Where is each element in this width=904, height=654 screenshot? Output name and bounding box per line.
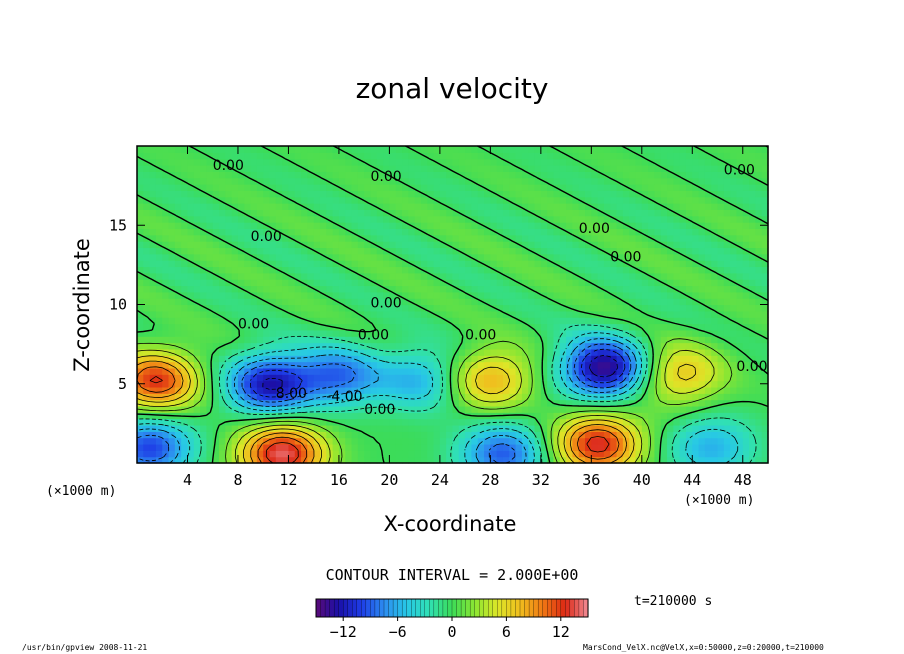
footer-left: /usr/bin/gpview 2008-11-21 bbox=[22, 643, 148, 652]
colorbar-tick-label: 6 bbox=[502, 623, 511, 641]
time-label: t=210000 s bbox=[634, 594, 713, 609]
contour-line bbox=[136, 343, 632, 464]
contour-label: 8.00 bbox=[276, 386, 307, 402]
colorbar bbox=[315, 598, 589, 618]
contour-line bbox=[136, 324, 757, 464]
contour-label: 0.00 bbox=[371, 169, 402, 185]
contour-label: 0.00 bbox=[610, 250, 641, 266]
contour-line bbox=[136, 360, 628, 464]
contour-label: 0.00 bbox=[724, 163, 755, 179]
contour-label: -4.00 bbox=[326, 389, 362, 405]
y-tick-label: 5 bbox=[118, 375, 127, 393]
x-unit-label-left: (×1000 m) bbox=[46, 484, 117, 499]
x-tick-label: 32 bbox=[532, 471, 550, 489]
contour-label: 0.00 bbox=[238, 316, 269, 332]
contour-line bbox=[149, 376, 610, 464]
x-tick-label: 24 bbox=[431, 471, 449, 489]
x-tick-label: 16 bbox=[330, 471, 348, 489]
contour-line bbox=[136, 349, 715, 464]
footer-right: MarsCond_VelX.nc@VelX,x=0:50000,z=0:2000… bbox=[583, 643, 824, 652]
contour-label: 0.00 bbox=[364, 402, 395, 418]
contour-label: 0.00 bbox=[213, 158, 244, 174]
contour-line bbox=[262, 354, 618, 390]
x-unit-label-right: (×1000 m) bbox=[684, 493, 755, 508]
x-tick-label: 44 bbox=[683, 471, 701, 489]
chart-title: zonal velocity bbox=[355, 72, 549, 105]
y-tick-label: 10 bbox=[109, 296, 127, 314]
contour-line bbox=[136, 338, 637, 464]
contour-label: 0.00 bbox=[358, 327, 389, 343]
x-tick-label: 28 bbox=[481, 471, 499, 489]
contour-interval-label: CONTOUR INTERVAL = 2.000E+00 bbox=[325, 566, 579, 584]
x-tick-label: 4 bbox=[183, 471, 192, 489]
y-tick-label: 15 bbox=[109, 216, 127, 234]
contour-label: 0.00 bbox=[579, 221, 610, 237]
contour-label: 0.00 bbox=[251, 229, 282, 245]
colorbar-tick-label: −12 bbox=[330, 623, 357, 641]
x-tick-label: 8 bbox=[233, 471, 242, 489]
x-axis-label: X-coordinate bbox=[383, 512, 517, 536]
contour-line bbox=[136, 338, 733, 464]
x-tick-label: 36 bbox=[582, 471, 600, 489]
contour-label: 0.00 bbox=[736, 359, 767, 375]
colorbar-tick-label: 12 bbox=[552, 623, 570, 641]
contour-label: 0.00 bbox=[371, 296, 402, 312]
contour-line bbox=[136, 332, 739, 464]
x-tick-label: 20 bbox=[380, 471, 398, 489]
contour-label: 0.00 bbox=[465, 327, 496, 343]
colorbar-tick-label: 0 bbox=[447, 623, 456, 641]
x-tick-label: 40 bbox=[633, 471, 651, 489]
velocity-field bbox=[137, 146, 769, 464]
colorbar-tick-label: −6 bbox=[389, 623, 407, 641]
x-tick-label: 48 bbox=[734, 471, 752, 489]
contour-line bbox=[250, 348, 626, 398]
contour-line bbox=[136, 355, 696, 464]
x-tick-label: 12 bbox=[279, 471, 297, 489]
